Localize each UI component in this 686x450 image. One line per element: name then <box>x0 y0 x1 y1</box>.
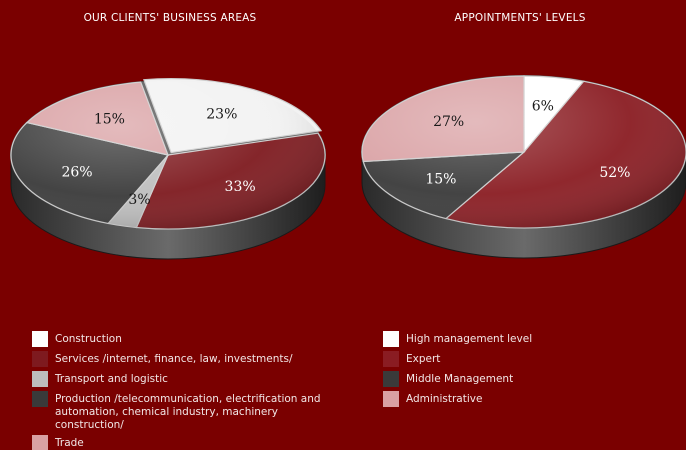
legend-label: Transport and logistic <box>55 373 168 385</box>
legend-swatch <box>383 391 399 407</box>
pie-data-label: 15% <box>425 171 456 187</box>
pie-data-label: 27% <box>433 114 464 130</box>
legend-item: Transport and logistic <box>32 371 342 388</box>
legend-label: Expert <box>406 353 441 365</box>
legend-swatch <box>383 331 399 347</box>
pie-data-label: 15% <box>94 111 125 127</box>
legend-item: High management level <box>383 331 663 348</box>
legend-business-areas: Construction Services /internet, finance… <box>32 331 342 450</box>
pie-data-label: 52% <box>599 165 630 181</box>
legend-appointments: High management level Expert Middle Mana… <box>383 331 663 411</box>
legend-item: Construction <box>32 331 342 348</box>
legend-label: Middle Management <box>406 373 514 385</box>
legend-item: Production /telecommunication, electrifi… <box>32 391 342 432</box>
legend-item: Services /internet, finance, law, invest… <box>32 351 342 368</box>
pie-data-label: 3% <box>128 192 150 208</box>
pie-data-label: 23% <box>206 106 237 122</box>
legend-label: Services /internet, finance, law, invest… <box>55 353 293 365</box>
legend-item: Administrative <box>383 391 663 408</box>
legend-label: Production /telecommunication, electrifi… <box>55 393 321 431</box>
legend-swatch <box>383 351 399 367</box>
pie-chart-1: 6% 52% 15% 27% <box>361 75 686 259</box>
pie-data-label: 6% <box>532 99 554 115</box>
legend-swatch <box>32 391 48 407</box>
chart-title-business-areas: OUR CLIENTS' BUSINESS AREAS <box>83 12 257 24</box>
pie-data-label: 33% <box>225 179 256 195</box>
legend-item: Middle Management <box>383 371 663 388</box>
legend-swatch <box>32 435 48 450</box>
legend-item: Expert <box>383 351 663 368</box>
legend-swatch <box>32 331 48 347</box>
legend-label: High management level <box>406 333 533 345</box>
legend-swatch <box>383 371 399 387</box>
legend-label: Construction <box>55 333 122 345</box>
legend-item: Trade <box>32 435 342 450</box>
pie-chart-0: 23% 33% 3% 26% 15% <box>10 78 326 260</box>
chart-title-appointments: APPOINTMENTS' LEVELS <box>454 12 586 24</box>
pie-data-label: 26% <box>61 164 92 180</box>
legend-swatch <box>32 351 48 367</box>
legend-swatch <box>32 371 48 387</box>
legend-label: Trade <box>55 437 84 449</box>
legend-label: Administrative <box>406 393 483 405</box>
